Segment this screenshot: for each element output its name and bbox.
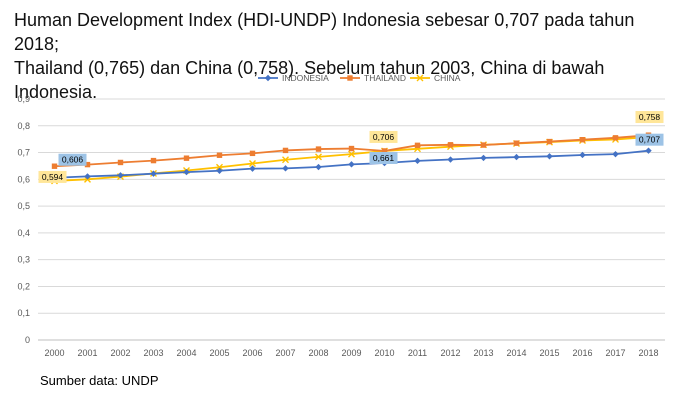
data-point [414, 157, 421, 165]
x-tick-label: 2006 [242, 348, 262, 358]
y-tick-label: 0,3 [17, 255, 30, 265]
x-tick-label: 2012 [440, 348, 460, 358]
data-point [150, 157, 157, 164]
data-point [513, 153, 520, 161]
x-tick-label: 2014 [506, 348, 526, 358]
x-tick-label: 2003 [143, 348, 163, 358]
x-tick-label: 2001 [77, 348, 97, 358]
data-point [612, 150, 619, 158]
y-tick-label: 0,6 [17, 174, 30, 184]
y-tick-label: 0,9 [17, 94, 30, 104]
data-point [416, 74, 424, 82]
data-point [414, 142, 421, 149]
data-label: 0,606 [62, 155, 84, 165]
legend-label-thailand: THAILAND [364, 73, 406, 83]
data-point [447, 156, 454, 163]
data-point [612, 135, 619, 141]
data-point [216, 163, 223, 171]
chart-headline: Human Development Index (HDI-UNDP) Indon… [14, 8, 674, 104]
y-tick-label: 0,7 [17, 148, 30, 158]
data-point [84, 173, 91, 180]
data-point [546, 153, 553, 160]
data-point [579, 151, 586, 159]
data-point [282, 156, 289, 164]
x-tick-label: 2011 [408, 348, 427, 358]
data-label: 0,758 [639, 112, 661, 122]
data-point [315, 146, 322, 152]
data-label: 0,706 [373, 132, 395, 142]
x-tick-label: 2007 [275, 348, 295, 358]
data-label-box [635, 133, 664, 146]
data-point [249, 150, 256, 157]
legend-label-indonesia: INDONESIA [282, 73, 329, 83]
data-point [117, 172, 124, 179]
x-tick-label: 2009 [341, 348, 361, 358]
data-label-box [38, 170, 67, 183]
y-tick-label: 0,8 [17, 121, 30, 131]
data-point [150, 170, 157, 177]
data-point [480, 154, 487, 162]
y-tick-label: 0,4 [17, 228, 30, 238]
headline-line-2: Thailand (0,765) dan China (0,758). Sebe… [14, 58, 605, 102]
x-tick-label: 2010 [374, 348, 394, 358]
x-tick-label: 2016 [572, 348, 592, 358]
data-point [447, 142, 454, 148]
x-tick-label: 2015 [539, 348, 559, 358]
x-tick-label: 2013 [473, 348, 493, 358]
data-point [348, 145, 355, 152]
x-tick-label: 2000 [44, 348, 64, 358]
x-tick-label: 2004 [176, 348, 196, 358]
data-label: 0,661 [373, 153, 395, 163]
source-note: Sumber data: UNDP [40, 373, 159, 388]
data-point [579, 137, 586, 143]
data-label-box [58, 153, 87, 166]
data-point [183, 155, 190, 161]
x-tick-label: 2002 [110, 348, 130, 358]
data-point [348, 161, 355, 168]
data-point [645, 147, 652, 154]
data-point [282, 147, 289, 154]
data-point [249, 165, 256, 172]
data-point [282, 165, 289, 172]
data-point [84, 161, 91, 168]
data-point [264, 74, 272, 82]
y-tick-label: 0,2 [17, 281, 30, 291]
data-point [347, 75, 353, 81]
data-point [117, 159, 124, 166]
legend-label-china: CHINA [434, 73, 461, 83]
data-point [51, 163, 58, 169]
data-point [249, 160, 256, 168]
data-label: 0,594 [42, 172, 64, 182]
y-tick-label: 0 [25, 335, 30, 345]
data-label: 0,707 [639, 135, 661, 145]
data-point [348, 150, 355, 158]
data-point [546, 138, 553, 145]
y-tick-label: 0,1 [17, 308, 30, 318]
data-label-box [635, 111, 664, 124]
data-point [513, 140, 520, 146]
y-tick-label: 0,5 [17, 201, 30, 211]
data-point [216, 152, 223, 158]
data-label-box [369, 130, 398, 143]
x-tick-label: 2005 [209, 348, 229, 358]
data-point [480, 142, 487, 148]
data-point [381, 148, 388, 154]
data-label-box [369, 151, 398, 164]
headline-line-1: Human Development Index (HDI-UNDP) Indon… [14, 10, 635, 54]
data-point [315, 153, 322, 161]
data-point [315, 163, 322, 171]
data-point [183, 168, 190, 176]
x-tick-label: 2008 [308, 348, 328, 358]
x-tick-label: 2017 [605, 348, 625, 358]
x-tick-label: 2018 [638, 348, 658, 358]
data-point [216, 167, 223, 174]
